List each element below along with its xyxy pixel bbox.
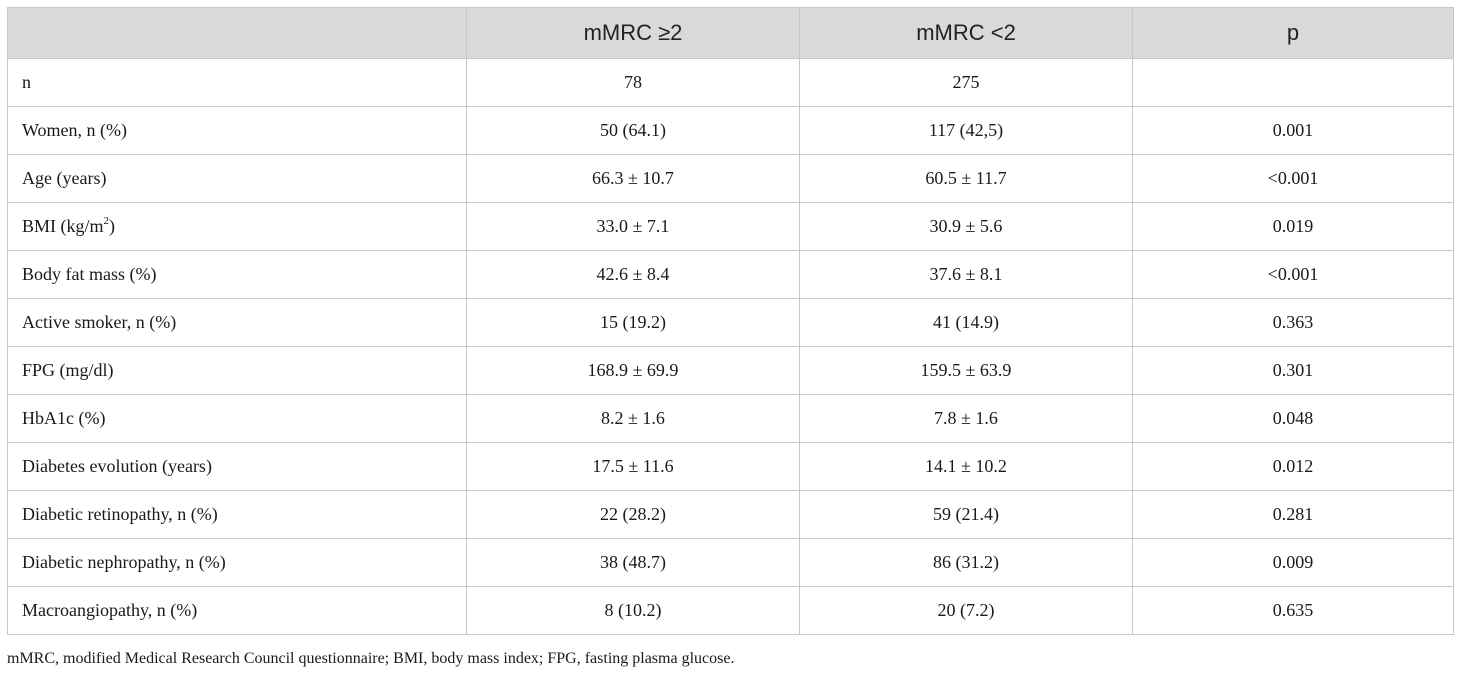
row-label: Diabetic nephropathy, n (%) xyxy=(7,538,467,587)
cell-mmrc-ge2: 17.5 ± 11.6 xyxy=(466,442,800,491)
cell-p-value: 0.019 xyxy=(1132,202,1454,251)
table-row: Active smoker, n (%) 15 (19.2) 41 (14.9)… xyxy=(7,298,1454,347)
cell-mmrc-lt2: 30.9 ± 5.6 xyxy=(799,202,1133,251)
table-row: n 78 275 xyxy=(7,58,1454,107)
row-label: n xyxy=(7,58,467,107)
row-label: Active smoker, n (%) xyxy=(7,298,467,347)
cell-mmrc-ge2: 168.9 ± 69.9 xyxy=(466,346,800,395)
cell-p-value: <0.001 xyxy=(1132,154,1454,203)
table-row: Macroangiopathy, n (%) 8 (10.2) 20 (7.2)… xyxy=(7,586,1454,635)
row-label-superscript: 2 xyxy=(103,215,110,227)
cell-p-value: 0.001 xyxy=(1132,106,1454,155)
table-row: Body fat mass (%) 42.6 ± 8.4 37.6 ± 8.1 … xyxy=(7,250,1454,299)
cell-p-value: 0.009 xyxy=(1132,538,1454,587)
table-footnote: mMRC, modified Medical Research Council … xyxy=(7,650,735,667)
cell-mmrc-lt2: 37.6 ± 8.1 xyxy=(799,250,1133,299)
data-table: mMRC ≥2 mMRC <2 p n 78 275 Women, n (%) … xyxy=(7,7,1454,635)
cell-mmrc-ge2: 42.6 ± 8.4 xyxy=(466,250,800,299)
cell-mmrc-lt2: 60.5 ± 11.7 xyxy=(799,154,1133,203)
table-row: Diabetic retinopathy, n (%) 22 (28.2) 59… xyxy=(7,490,1454,539)
cell-p-value: 0.635 xyxy=(1132,586,1454,635)
row-label: Diabetes evolution (years) xyxy=(7,442,467,491)
cell-mmrc-ge2: 78 xyxy=(466,58,800,107)
cell-mmrc-ge2: 22 (28.2) xyxy=(466,490,800,539)
cell-mmrc-lt2: 41 (14.9) xyxy=(799,298,1133,347)
row-label: BMI (kg/m2) xyxy=(7,202,467,251)
cell-p-value: 0.012 xyxy=(1132,442,1454,491)
cell-mmrc-lt2: 59 (21.4) xyxy=(799,490,1133,539)
row-label: Body fat mass (%) xyxy=(7,250,467,299)
table-header-row: mMRC ≥2 mMRC <2 p xyxy=(7,7,1454,59)
row-label-text: BMI (kg/m xyxy=(22,216,104,236)
cell-mmrc-ge2: 33.0 ± 7.1 xyxy=(466,202,800,251)
cell-mmrc-ge2: 8.2 ± 1.6 xyxy=(466,394,800,443)
cell-p-value: 0.048 xyxy=(1132,394,1454,443)
header-variable xyxy=(7,7,467,59)
header-p-value: p xyxy=(1132,7,1454,59)
cell-mmrc-lt2: 7.8 ± 1.6 xyxy=(799,394,1133,443)
row-label-suffix: ) xyxy=(109,216,116,236)
cell-p-value: 0.301 xyxy=(1132,346,1454,395)
header-mmrc-ge2: mMRC ≥2 xyxy=(466,7,800,59)
cell-mmrc-ge2: 50 (64.1) xyxy=(466,106,800,155)
cell-p-value: 0.281 xyxy=(1132,490,1454,539)
cell-mmrc-lt2: 159.5 ± 63.9 xyxy=(799,346,1133,395)
cell-mmrc-lt2: 275 xyxy=(799,58,1133,107)
row-label: Age (years) xyxy=(7,154,467,203)
table-row: BMI (kg/m2) 33.0 ± 7.1 30.9 ± 5.6 0.019 xyxy=(7,202,1454,251)
row-label: FPG (mg/dl) xyxy=(7,346,467,395)
table-row: HbA1c (%) 8.2 ± 1.6 7.8 ± 1.6 0.048 xyxy=(7,394,1454,443)
row-label: Women, n (%) xyxy=(7,106,467,155)
header-mmrc-lt2: mMRC <2 xyxy=(799,7,1133,59)
data-table-container: mMRC ≥2 mMRC <2 p n 78 275 Women, n (%) … xyxy=(7,7,1454,635)
cell-mmrc-ge2: 15 (19.2) xyxy=(466,298,800,347)
cell-mmrc-lt2: 117 (42,5) xyxy=(799,106,1133,155)
row-label: HbA1c (%) xyxy=(7,394,467,443)
cell-mmrc-ge2: 66.3 ± 10.7 xyxy=(466,154,800,203)
cell-mmrc-lt2: 14.1 ± 10.2 xyxy=(799,442,1133,491)
cell-p-value: 0.363 xyxy=(1132,298,1454,347)
table-row: FPG (mg/dl) 168.9 ± 69.9 159.5 ± 63.9 0.… xyxy=(7,346,1454,395)
cell-mmrc-lt2: 86 (31.2) xyxy=(799,538,1133,587)
table-row: Diabetes evolution (years) 17.5 ± 11.6 1… xyxy=(7,442,1454,491)
table-row: Women, n (%) 50 (64.1) 117 (42,5) 0.001 xyxy=(7,106,1454,155)
row-label: Macroangiopathy, n (%) xyxy=(7,586,467,635)
cell-p-value: <0.001 xyxy=(1132,250,1454,299)
table-row: Diabetic nephropathy, n (%) 38 (48.7) 86… xyxy=(7,538,1454,587)
cell-mmrc-ge2: 38 (48.7) xyxy=(466,538,800,587)
cell-p-value xyxy=(1132,58,1454,107)
row-label: Diabetic retinopathy, n (%) xyxy=(7,490,467,539)
table-row: Age (years) 66.3 ± 10.7 60.5 ± 11.7 <0.0… xyxy=(7,154,1454,203)
cell-mmrc-ge2: 8 (10.2) xyxy=(466,586,800,635)
cell-mmrc-lt2: 20 (7.2) xyxy=(799,586,1133,635)
